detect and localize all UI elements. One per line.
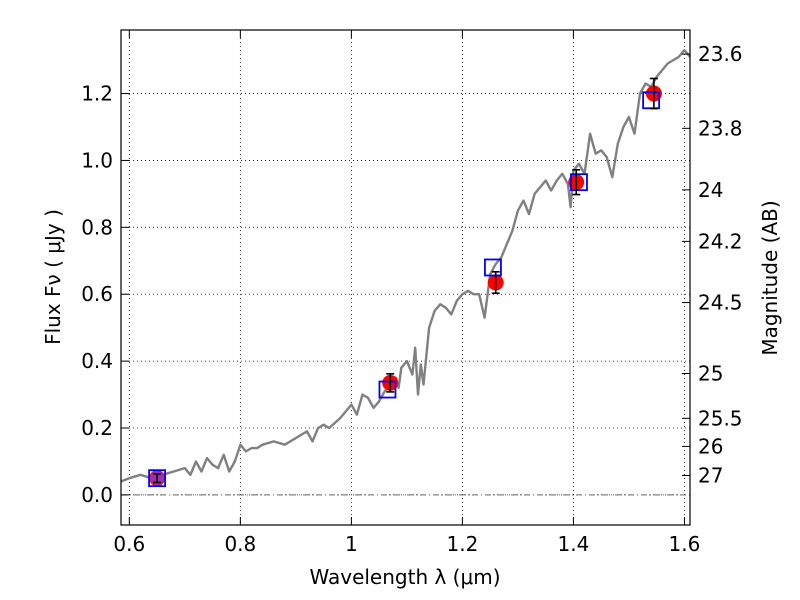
right-tick-label: 24.5 — [698, 291, 743, 315]
x-tick-label: 0.8 — [224, 532, 256, 556]
y-tick-label: 0.6 — [81, 282, 113, 306]
right-tick-label: 25.5 — [698, 406, 743, 430]
model-square — [484, 258, 502, 277]
x-tick-label: 1.4 — [558, 532, 590, 556]
model-square — [148, 469, 166, 488]
grid-lines — [121, 30, 690, 525]
x-tick-label: 1 — [345, 532, 358, 556]
plot-frame — [120, 29, 691, 526]
right-tick-label: 23.6 — [698, 42, 743, 66]
x-axis-label: Wavelength λ (μm) — [309, 565, 500, 589]
y-tick-label: 1.0 — [81, 148, 113, 172]
plot-background — [121, 30, 690, 525]
x-tick-label: 0.6 — [113, 532, 145, 556]
y-tick-label: 0.2 — [81, 416, 113, 440]
axis-ticks: 0.6 0.8 1 1.2 1.4 1.6 0.0 0.2 0.4 0.6 0.8 1.0 1.2 23.… — [81, 30, 743, 556]
right-tick-label: 27 — [698, 464, 723, 488]
y-tick-label: 0.0 — [81, 483, 113, 507]
x-tick-label: 1.2 — [446, 532, 478, 556]
right-tick-label: 25 — [698, 361, 723, 385]
x-tick-label: 1.6 — [669, 532, 701, 556]
right-tick-label: 24.2 — [698, 229, 743, 253]
right-tick-label: 24 — [698, 178, 723, 202]
right-tick-label: 23.8 — [698, 116, 743, 140]
right-tick-label: 26 — [698, 434, 723, 458]
y-tick-label: 0.8 — [81, 215, 113, 239]
y-tick-label: 1.2 — [81, 82, 113, 106]
model-square — [570, 173, 588, 192]
series-layer — [120, 48, 691, 488]
model-square — [378, 380, 397, 399]
right-axis-label: Magnitude (AB) — [758, 200, 782, 355]
y-tick-label: 0.4 — [81, 349, 113, 373]
model-sed-line — [120, 48, 691, 483]
y-axis-label: Flux Fν ( μJy ) — [41, 209, 65, 345]
